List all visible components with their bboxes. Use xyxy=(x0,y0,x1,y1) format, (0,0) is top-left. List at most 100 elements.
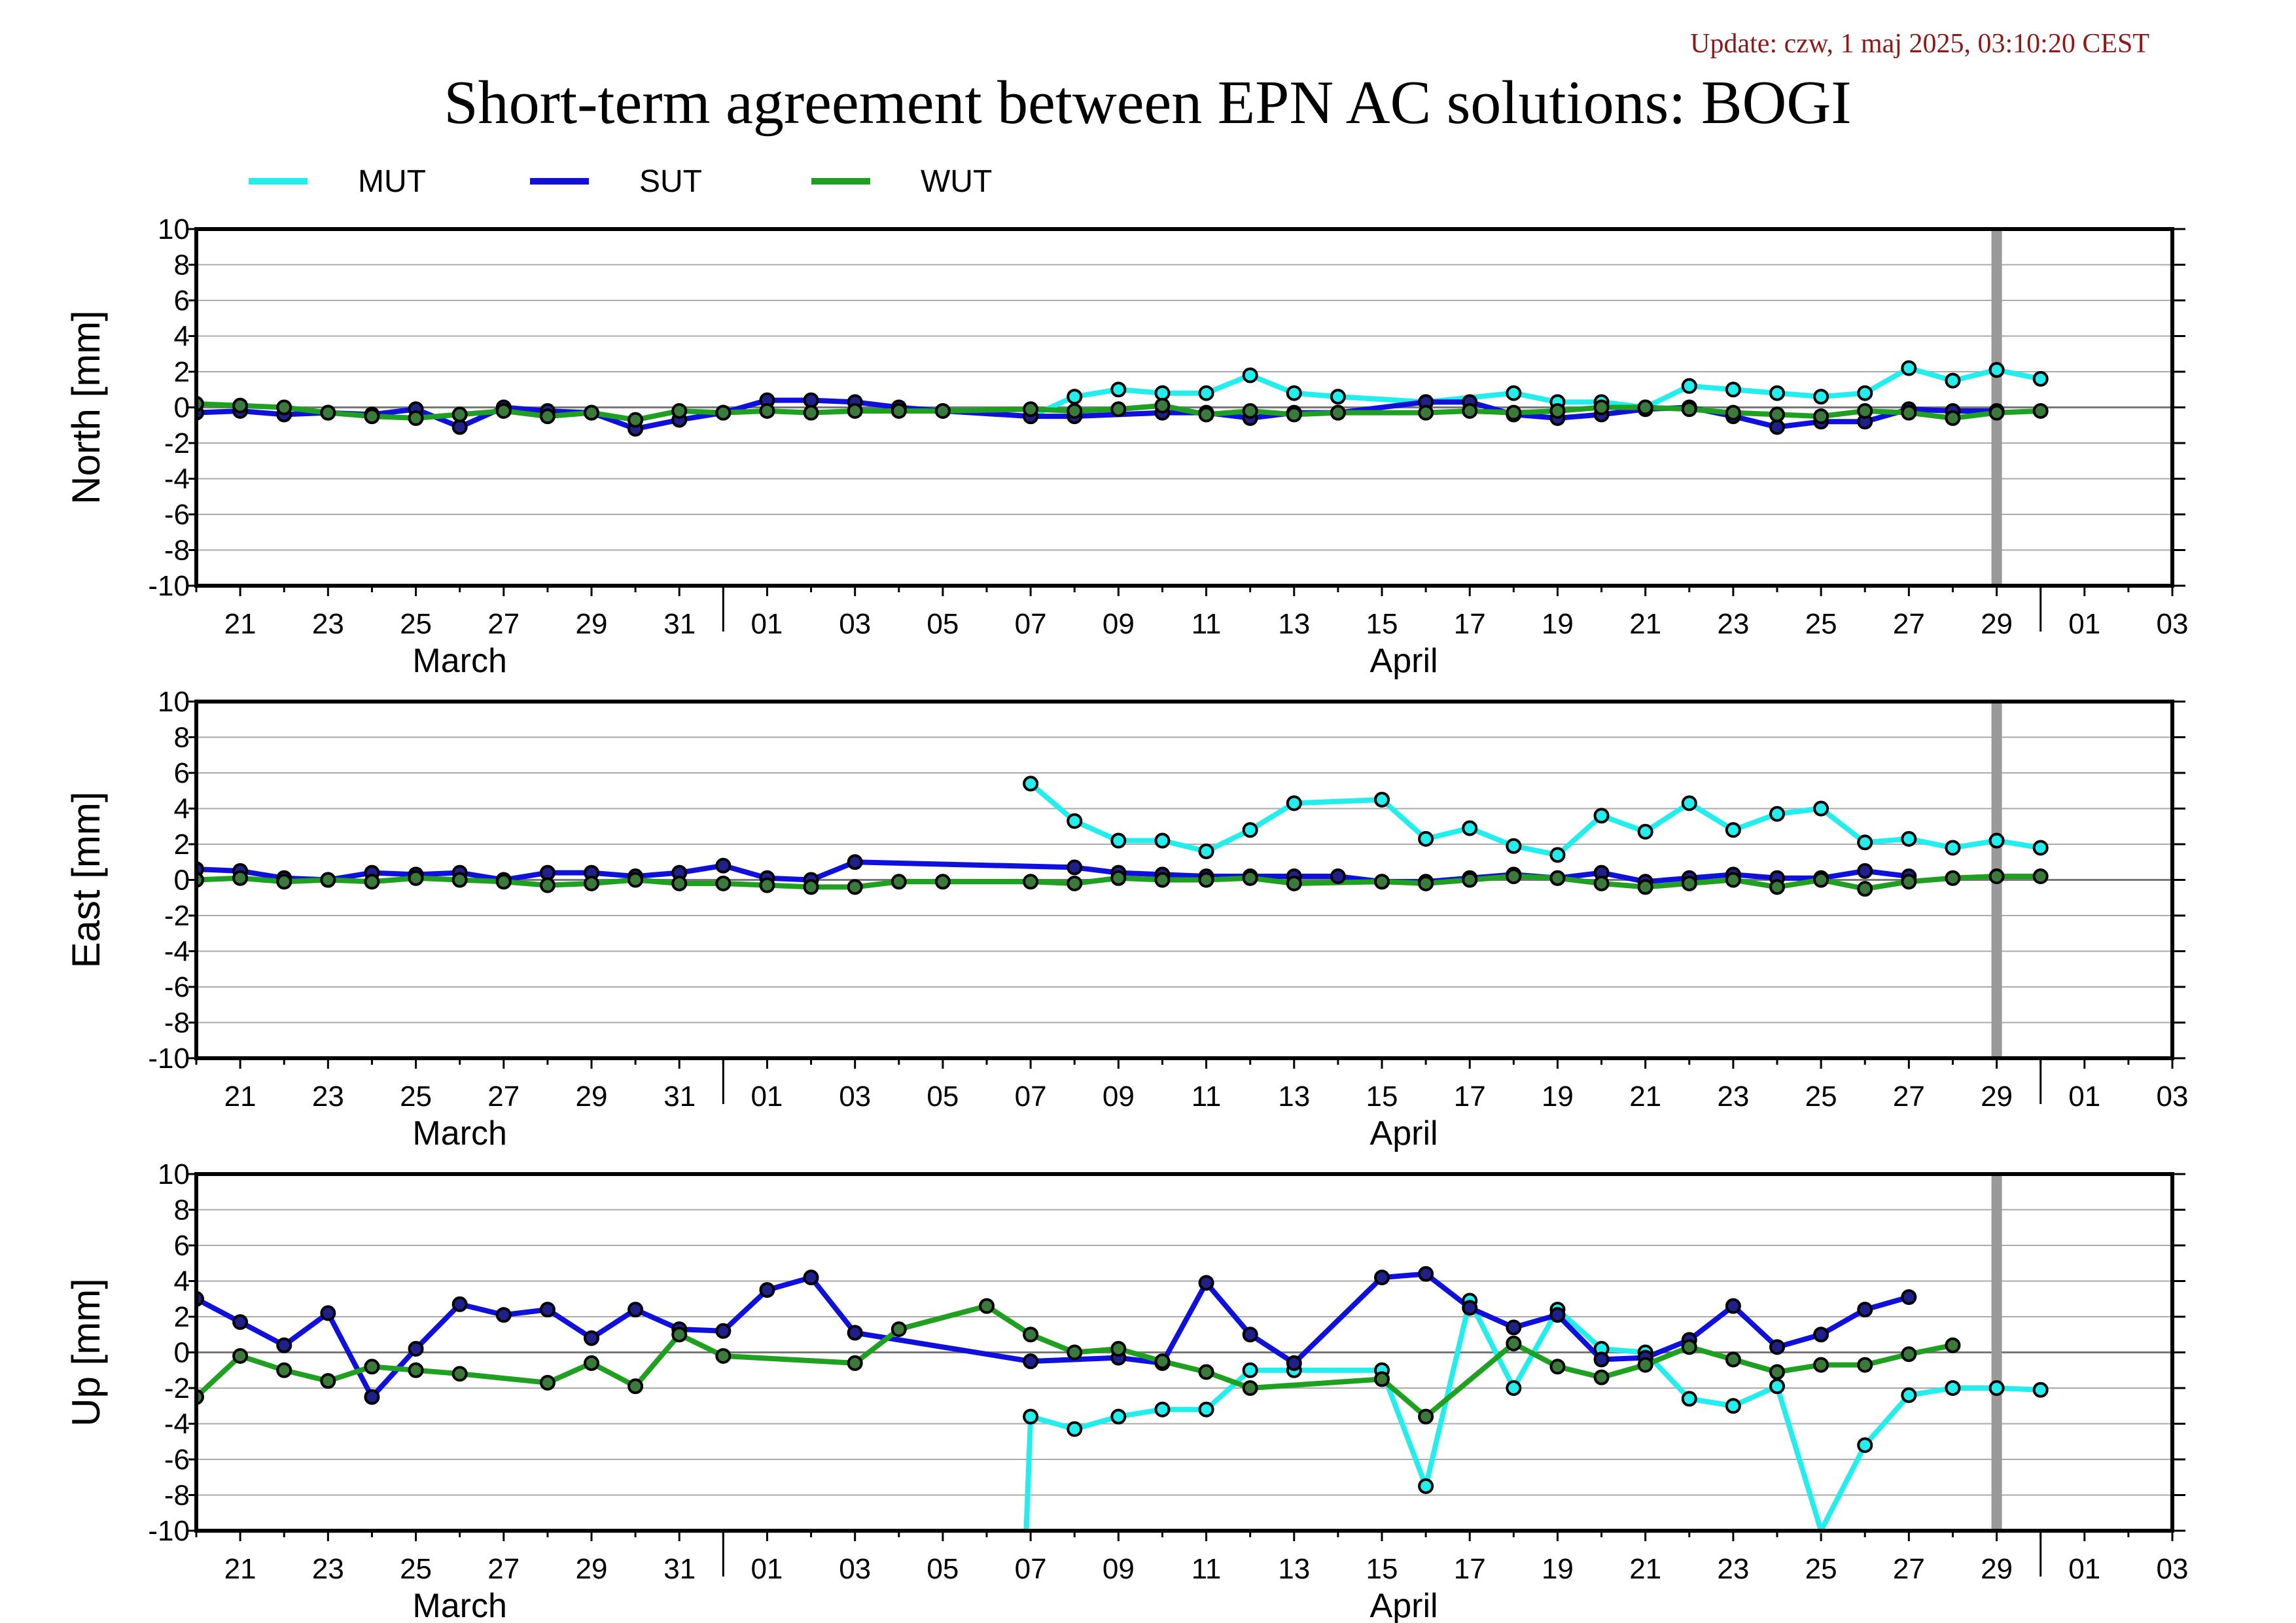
y-axis-label: East [mm] xyxy=(64,791,108,968)
data-point-sut xyxy=(276,1337,292,1353)
data-point-wut xyxy=(584,1355,599,1371)
data-point-wut xyxy=(276,874,292,890)
data-point-sut xyxy=(847,1325,863,1341)
y-tick-label: 0 xyxy=(174,1337,190,1369)
data-point-wut xyxy=(1154,397,1171,414)
data-point-wut xyxy=(320,872,336,888)
x-tick-label: 07 xyxy=(1015,1080,1047,1113)
data-point-mut xyxy=(1769,1378,1785,1395)
data-point-wut xyxy=(539,408,556,425)
data-point-mut xyxy=(1110,382,1127,398)
data-point-wut xyxy=(1769,1364,1785,1380)
y-tick-label: -6 xyxy=(164,499,190,531)
data-point-sut xyxy=(1242,1327,1258,1343)
data-point-wut xyxy=(1549,402,1566,419)
data-point-sut xyxy=(408,1341,424,1357)
data-point-mut xyxy=(1067,1421,1083,1437)
data-point-sut xyxy=(1549,1307,1566,1323)
data-point-wut xyxy=(1154,872,1171,888)
data-point-sut xyxy=(1857,1302,1873,1318)
data-point-wut xyxy=(891,874,907,890)
y-tick-label: 10 xyxy=(158,213,190,245)
data-point-wut xyxy=(671,1327,688,1343)
data-point-sut xyxy=(1374,1270,1390,1286)
x-tick-label: 13 xyxy=(1278,1553,1310,1585)
current-day-marker xyxy=(1991,1174,2002,1531)
data-point-wut xyxy=(320,404,336,421)
data-point-wut xyxy=(715,875,732,891)
x-tick-label: 03 xyxy=(839,608,871,640)
x-tick-label: 15 xyxy=(1366,608,1398,640)
data-point-sut xyxy=(1901,1289,1917,1306)
update-timestamp: Update: czw, 1 maj 2025, 03:10:20 CEST xyxy=(1690,29,2149,59)
y-tick-label: -10 xyxy=(148,570,190,602)
data-point-wut xyxy=(1549,870,1566,886)
data-point-wut xyxy=(539,877,556,893)
x-tick-label: 05 xyxy=(927,1080,959,1113)
data-point-mut xyxy=(1725,1398,1741,1414)
data-point-wut xyxy=(627,412,644,428)
month-label: March xyxy=(412,1587,506,1623)
data-point-wut xyxy=(934,402,951,419)
data-point-wut xyxy=(1110,870,1127,886)
data-point-wut xyxy=(2032,868,2049,885)
x-tick-label: 05 xyxy=(927,1553,959,1585)
legend-label: SUT xyxy=(639,164,702,199)
data-point-mut xyxy=(1901,1387,1917,1403)
data-point-sut xyxy=(364,1389,380,1405)
data-point-wut xyxy=(1945,870,1961,886)
data-point-sut xyxy=(539,1302,556,1318)
data-point-mut xyxy=(1110,1408,1127,1425)
data-point-wut xyxy=(1637,879,1653,895)
data-point-wut xyxy=(1067,402,1083,419)
data-point-mut xyxy=(1857,385,1873,401)
data-point-wut xyxy=(1857,402,1873,419)
data-point-wut xyxy=(584,875,599,891)
data-point-mut xyxy=(1286,795,1302,812)
data-point-mut xyxy=(1242,1362,1258,1378)
chart-title: Short-term agreement between EPN AC solu… xyxy=(444,69,1851,137)
data-point-wut xyxy=(1901,874,1917,890)
y-tick-label: 4 xyxy=(174,321,190,353)
month-label: March xyxy=(412,1115,506,1152)
data-point-wut xyxy=(1549,1359,1566,1375)
data-point-mut xyxy=(1242,822,1258,838)
x-tick-label: 25 xyxy=(400,1553,432,1585)
data-point-mut xyxy=(1549,847,1566,863)
plot-frame xyxy=(194,1172,2174,1533)
data-point-mut xyxy=(1506,838,1522,854)
data-point-wut xyxy=(1945,1337,1961,1353)
data-point-wut xyxy=(408,870,424,886)
x-tick-label: 09 xyxy=(1103,1553,1135,1585)
series-group xyxy=(196,776,2049,897)
x-tick-label: 31 xyxy=(663,1553,696,1585)
data-point-sut xyxy=(1593,1351,1610,1368)
data-point-wut xyxy=(1506,1335,1522,1351)
x-tick-label: 25 xyxy=(400,1080,432,1113)
x-tick-label: 15 xyxy=(1366,1080,1398,1113)
data-point-mut xyxy=(1154,385,1171,401)
data-point-sut xyxy=(1418,1266,1434,1282)
x-tick-label: 21 xyxy=(1629,1553,1661,1585)
data-point-sut xyxy=(715,857,732,874)
x-tick-label: 27 xyxy=(1893,1080,1925,1113)
data-point-mut xyxy=(1067,813,1083,829)
data-point-wut xyxy=(891,402,907,419)
data-point-mut xyxy=(1023,776,1039,792)
data-point-wut xyxy=(1769,406,1785,423)
data-point-mut xyxy=(1418,1478,1434,1494)
data-point-wut xyxy=(1593,1369,1610,1385)
data-point-sut xyxy=(1725,1298,1741,1314)
x-tick-label: 17 xyxy=(1454,608,1486,640)
data-point-mut xyxy=(1418,830,1434,847)
month-label: April xyxy=(1370,1115,1438,1152)
data-point-wut xyxy=(276,1362,292,1378)
x-tick-label: 27 xyxy=(1893,608,1925,640)
data-point-wut xyxy=(408,410,424,426)
y-tick-label: 6 xyxy=(174,285,190,317)
data-point-wut xyxy=(1725,1351,1741,1368)
y-tick-label: 2 xyxy=(174,829,190,861)
y-tick-label: 8 xyxy=(174,1194,190,1226)
x-tick-label: 13 xyxy=(1278,1080,1310,1113)
data-point-sut xyxy=(1769,419,1785,435)
